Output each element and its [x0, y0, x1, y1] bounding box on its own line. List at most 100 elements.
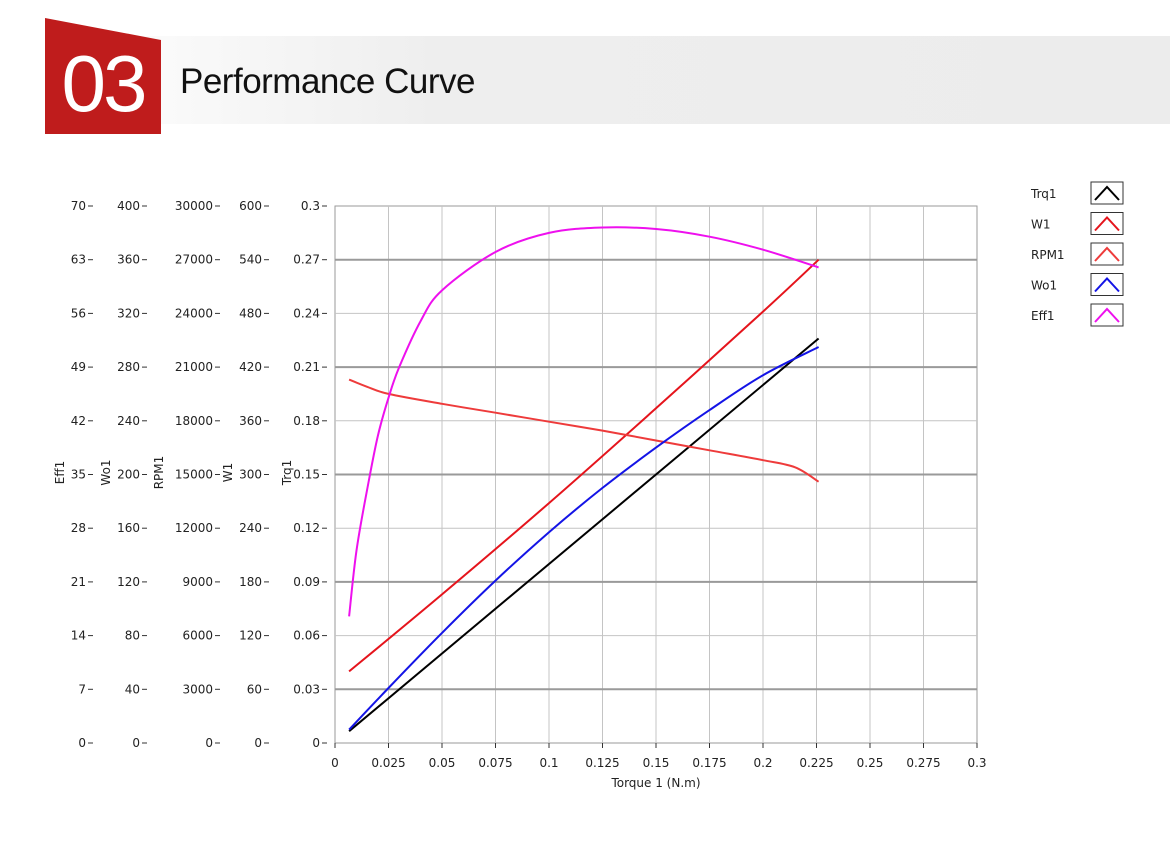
legend-swatch: [1090, 212, 1124, 235]
legend-label: W1: [1031, 218, 1051, 232]
section-number-badge: 03: [45, 18, 161, 134]
y-tick-label: 200: [117, 468, 140, 482]
legend-swatch: [1090, 273, 1124, 296]
y-tick-label: 240: [117, 414, 140, 428]
y-tick-label: 12000: [175, 521, 213, 535]
x-tick-label: 0.075: [478, 756, 512, 770]
y-tick-label: 120: [117, 575, 140, 589]
legend-swatch-line: [1094, 307, 1120, 323]
legend-swatch-line: [1094, 246, 1120, 262]
y-tick-label: 0.03: [293, 682, 320, 696]
legend-item-wo1: Wo1: [1031, 273, 1124, 296]
x-axis: 0 0.025 0.05 0.075 0.1 0.125 0.15 0.175 0.2 0.225…: [331, 743, 987, 790]
y-tick-label: 3000: [182, 682, 213, 696]
legend-swatch-line: [1094, 277, 1120, 293]
y-tick-label: 0.06: [293, 629, 320, 643]
y-tick-label: 0: [132, 736, 140, 750]
y-tick-label: 280: [117, 360, 140, 374]
series-line-wo1: [348, 346, 820, 731]
legend-item-w1: W1: [1031, 212, 1124, 235]
series-line-w1: [348, 258, 820, 673]
x-tick-label: 0.125: [585, 756, 619, 770]
x-tick-label: 0.1: [539, 756, 558, 770]
y-tick-label: 300: [239, 468, 262, 482]
y-tick-label: 56: [71, 306, 86, 320]
y-tick-label: 14: [71, 629, 86, 643]
x-tick-label: 0.15: [643, 756, 670, 770]
y-tick-label: 70: [71, 199, 86, 213]
section-number: 03: [61, 39, 148, 128]
legend-swatch: [1090, 303, 1124, 327]
y-tick-label: 420: [239, 360, 262, 374]
y-tick-label: 60: [247, 682, 262, 696]
series-line-eff1: [348, 226, 819, 617]
y-tick-label: 120: [239, 629, 262, 643]
y-axis-title: Eff1: [53, 461, 67, 484]
legend-swatch: [1090, 181, 1124, 205]
y-axis-title: Wo1: [99, 459, 113, 485]
y-tick-label: 240: [239, 521, 262, 535]
y-tick-label: 0.3: [301, 199, 320, 213]
x-tick-label: 0.225: [799, 756, 833, 770]
y-tick-label: 360: [239, 414, 262, 428]
y-axis-trq1: 0.3 0.27 0.24 0.21 0.18 0.15 0.12 0.09 0.06 0.03 0…: [280, 199, 327, 750]
y-tick-label: 0: [254, 736, 262, 750]
y-tick-label: 21000: [175, 360, 213, 374]
y-tick-label: 15000: [175, 468, 213, 482]
legend-item-eff1: Eff1: [1031, 303, 1124, 327]
y-tick-label: 27000: [175, 253, 213, 267]
legend-label: Trq1: [1030, 187, 1057, 201]
y-tick-label: 63: [71, 253, 86, 267]
x-tick-label: 0.25: [857, 756, 884, 770]
header-band: [45, 36, 1170, 124]
y-axis-title: RPM1: [152, 456, 166, 490]
y-tick-label: 0.15: [293, 468, 320, 482]
legend: Trq1 W1 RPM1 Wo1 Eff1: [1030, 181, 1124, 327]
y-tick-label: 28: [71, 521, 86, 535]
y-tick-label: 6000: [182, 629, 213, 643]
y-tick-label: 320: [117, 306, 140, 320]
y-tick-label: 21: [71, 575, 86, 589]
y-tick-label: 540: [239, 253, 262, 267]
x-tick-label: 0.175: [692, 756, 726, 770]
y-tick-label: 0: [78, 736, 86, 750]
y-axis-title: Trq1: [280, 460, 294, 487]
y-tick-label: 0.24: [293, 306, 320, 320]
y-tick-label: 40: [125, 682, 140, 696]
y-tick-label: 24000: [175, 306, 213, 320]
y-tick-label: 600: [239, 199, 262, 213]
y-tick-label: 80: [125, 629, 140, 643]
series-line-trq1: [348, 337, 820, 732]
y-tick-label: 0: [205, 736, 213, 750]
y-tick-label: 0: [312, 736, 320, 750]
page-title: Performance Curve: [180, 62, 475, 101]
x-tick-label: 0: [331, 756, 339, 770]
y-tick-label: 7: [78, 682, 86, 696]
y-tick-label: 0.18: [293, 414, 320, 428]
x-axis-title: Torque 1 (N.m): [610, 776, 700, 790]
x-tick-label: 0.3: [967, 756, 986, 770]
y-tick-label: 9000: [182, 575, 213, 589]
y-axis-rpm1: 3000027000240002100018000150001200090006…: [152, 199, 220, 750]
y-tick-label: 35: [71, 468, 86, 482]
x-tick-label: 0.025: [371, 756, 405, 770]
x-tick-label: 0.275: [906, 756, 940, 770]
y-axes: 70635649423528211470Eff14003603202802402…: [53, 199, 327, 750]
y-tick-label: 180: [239, 575, 262, 589]
y-tick-label: 0.21: [293, 360, 320, 374]
y-tick-label: 480: [239, 306, 262, 320]
y-tick-label: 400: [117, 199, 140, 213]
legend-item-trq1: Trq1: [1030, 181, 1124, 205]
legend-label: RPM1: [1031, 248, 1065, 262]
y-tick-label: 0.27: [293, 253, 320, 267]
x-tick-label: 0.2: [753, 756, 772, 770]
series-line-rpm1: [348, 378, 820, 483]
y-tick-label: 18000: [175, 414, 213, 428]
legend-label: Eff1: [1031, 309, 1054, 323]
y-tick-label: 0.09: [293, 575, 320, 589]
y-tick-label: 360: [117, 253, 140, 267]
